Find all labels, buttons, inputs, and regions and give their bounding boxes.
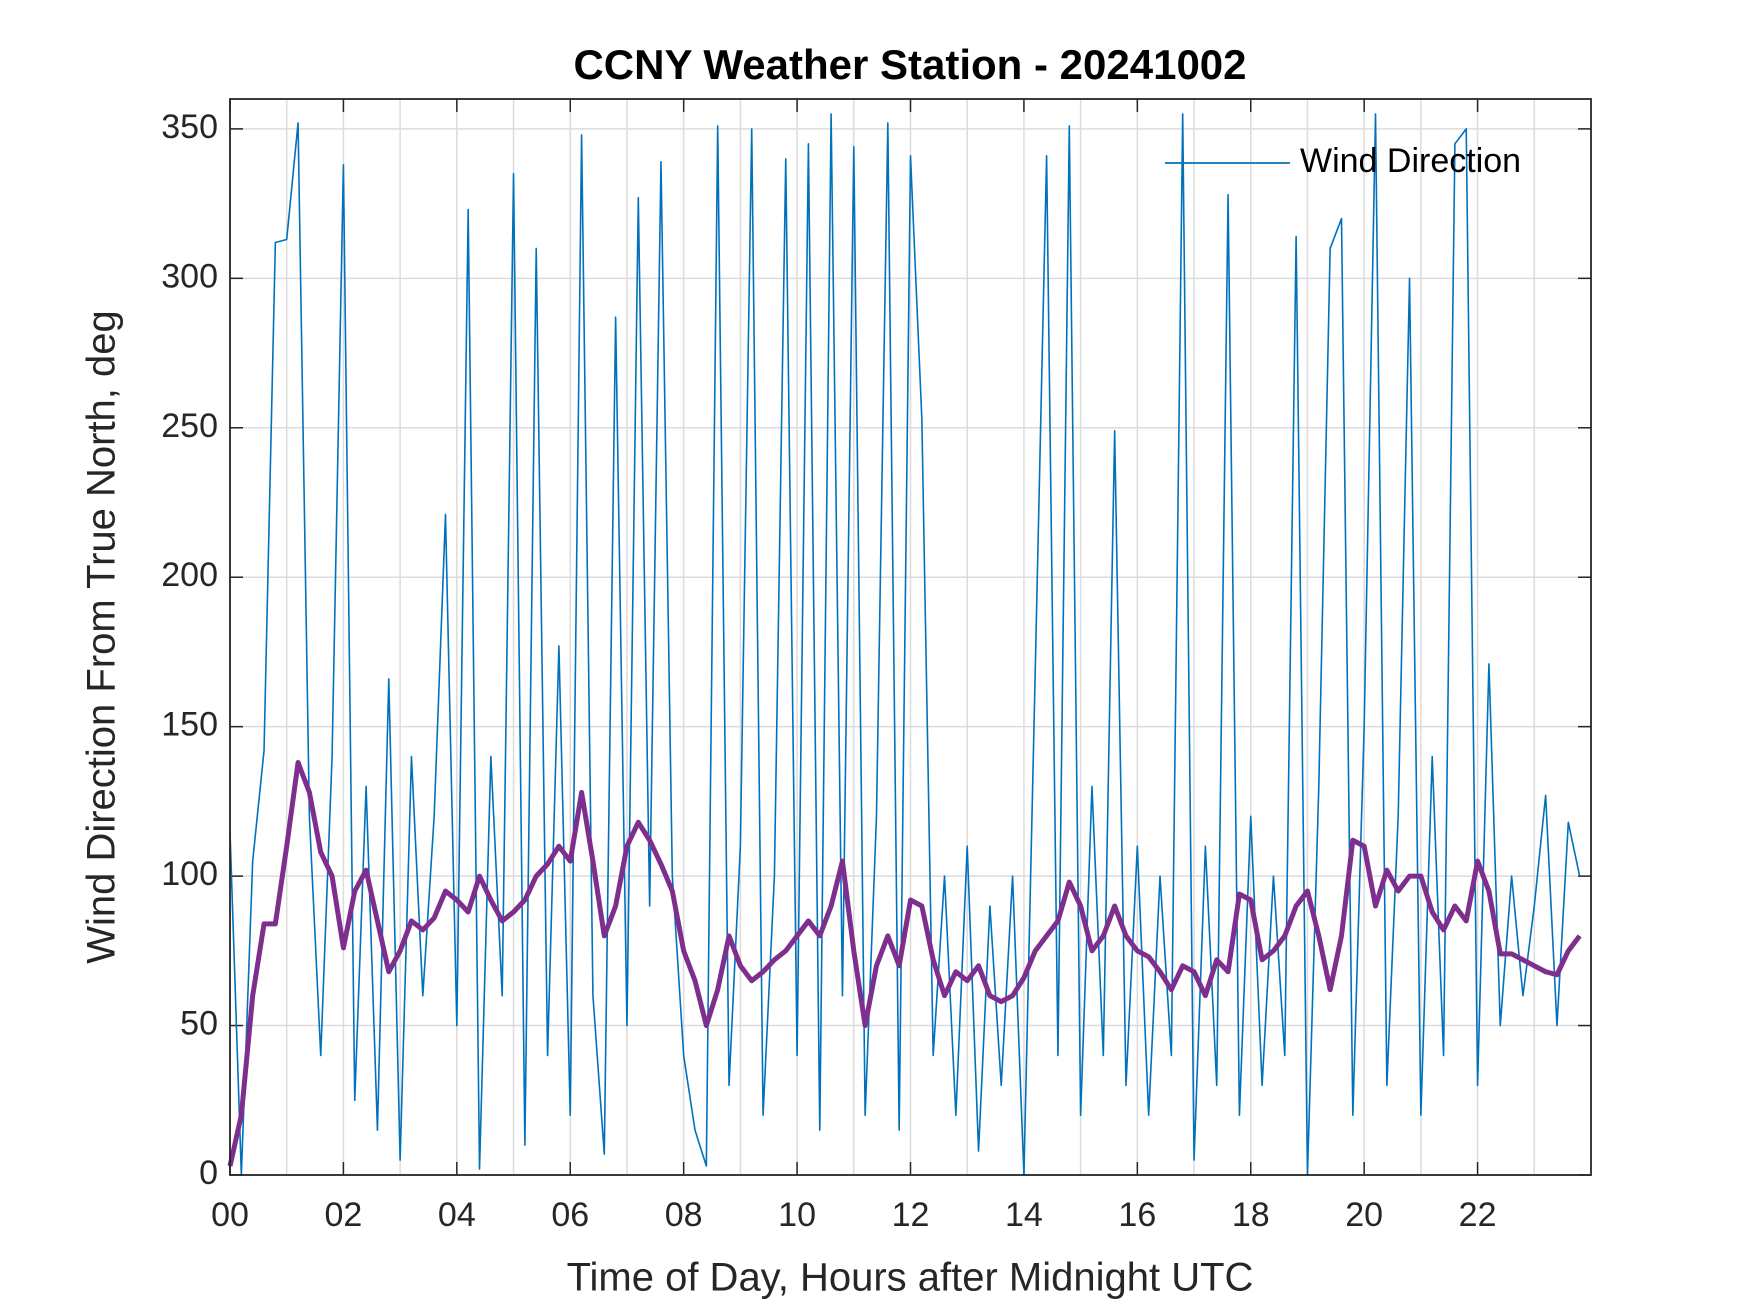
x-tick-label: 12: [892, 1196, 930, 1234]
x-tick-label: 14: [1005, 1196, 1043, 1234]
y-tick-label: 350: [161, 108, 218, 146]
x-tick-label: 22: [1459, 1196, 1497, 1234]
y-tick-label: 300: [161, 257, 218, 295]
y-tick-label: 200: [161, 556, 218, 594]
x-tick-label: 16: [1118, 1196, 1156, 1234]
y-tick-label: 250: [161, 407, 218, 445]
y-tick-label: 150: [161, 706, 218, 744]
x-tick-label: 20: [1345, 1196, 1383, 1234]
x-tick-label: 00: [211, 1196, 249, 1234]
x-tick-label: 08: [665, 1196, 703, 1234]
data-line: [227, 760, 1582, 1167]
x-tick-label: 10: [778, 1196, 816, 1234]
chart-title: CCNY Weather Station - 20241002: [573, 41, 1246, 88]
x-axis-label: Time of Day, Hours after Midnight UTC: [567, 1256, 1254, 1300]
plot-frame: [229, 98, 1592, 1176]
y-tick-label: 0: [199, 1154, 218, 1192]
x-tick-label: 06: [551, 1196, 589, 1234]
x-tick-label: 04: [438, 1196, 476, 1234]
x-tick-label: 02: [325, 1196, 363, 1234]
y-tick-label: 100: [161, 855, 218, 893]
y-axis-label: Wind Direction From True North, deg: [80, 310, 124, 964]
y-tick-label: 50: [180, 1005, 218, 1043]
legend-label: Wind Direction: [1300, 142, 1521, 180]
x-tick-label: 18: [1232, 1196, 1270, 1234]
data-line: [229, 113, 1581, 1176]
